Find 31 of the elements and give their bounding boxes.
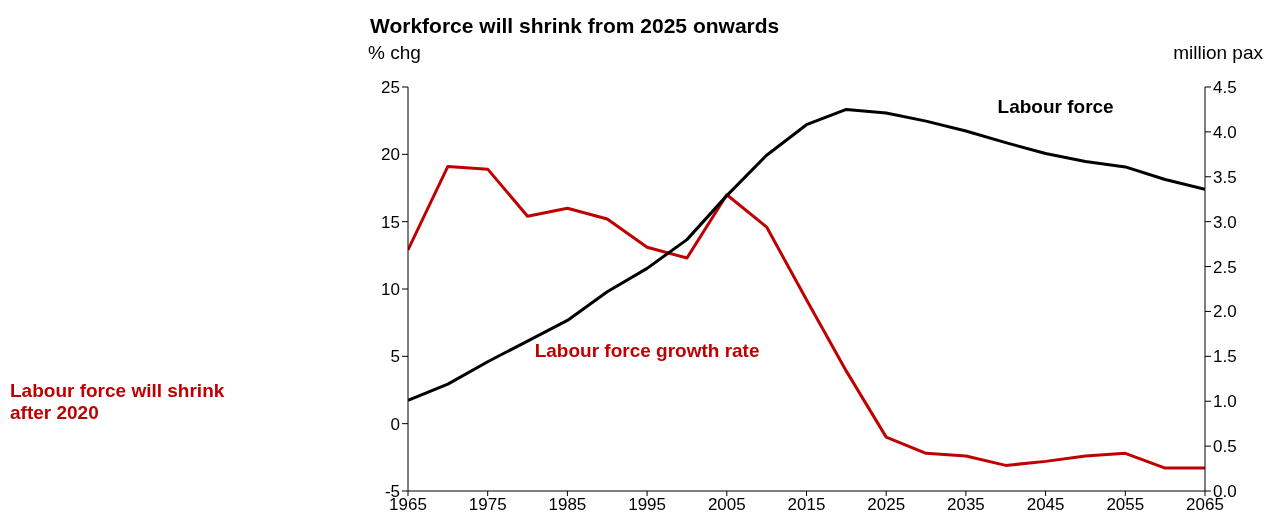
x-tick-label: 1995 (628, 495, 667, 515)
x-tick-label: 2015 (787, 495, 826, 515)
chart-title: Workforce will shrink from 2025 onwards (370, 14, 780, 38)
y-tick-label: 15 (381, 212, 400, 232)
y-axis-title: % chg (368, 42, 421, 64)
x-tick-label: 2045 (1026, 495, 1065, 515)
y2-tick-label: 4.5 (1213, 78, 1237, 98)
x-tick-label: 2025 (867, 495, 906, 515)
y2-tick-label: 4.0 (1213, 122, 1237, 142)
y-tick-label: 10 (381, 280, 400, 300)
series-label: Labour force (997, 96, 1114, 118)
y2-tick-label: 3.5 (1213, 167, 1237, 187)
y-tick-label: 0 (390, 414, 400, 434)
y2-tick-label: 2.0 (1213, 302, 1237, 322)
text: Labour force growth rate (534, 340, 760, 362)
y2-axis-title: million pax (1173, 42, 1263, 64)
y2-tick-label: 3.0 (1213, 212, 1237, 232)
text: Labour force will shrink after 2020 (10, 380, 226, 424)
y-tick-label: 5 (390, 347, 400, 367)
x-tick-label: 2055 (1106, 495, 1145, 515)
x-tick-label: 2035 (946, 495, 985, 515)
x-tick-label: 1975 (468, 495, 507, 515)
y2-tick-label: 1.5 (1213, 347, 1237, 367)
y2-tick-label: 1.0 (1213, 392, 1237, 412)
y-tick-label: 25 (381, 78, 400, 98)
y-tick-label: 20 (381, 145, 400, 165)
y2-tick-label: 0.5 (1213, 437, 1237, 457)
x-tick-label: 1985 (548, 495, 587, 515)
x-tick-label: 2005 (707, 495, 746, 515)
line-series (408, 164, 1205, 470)
y2-tick-label: 2.5 (1213, 257, 1237, 277)
